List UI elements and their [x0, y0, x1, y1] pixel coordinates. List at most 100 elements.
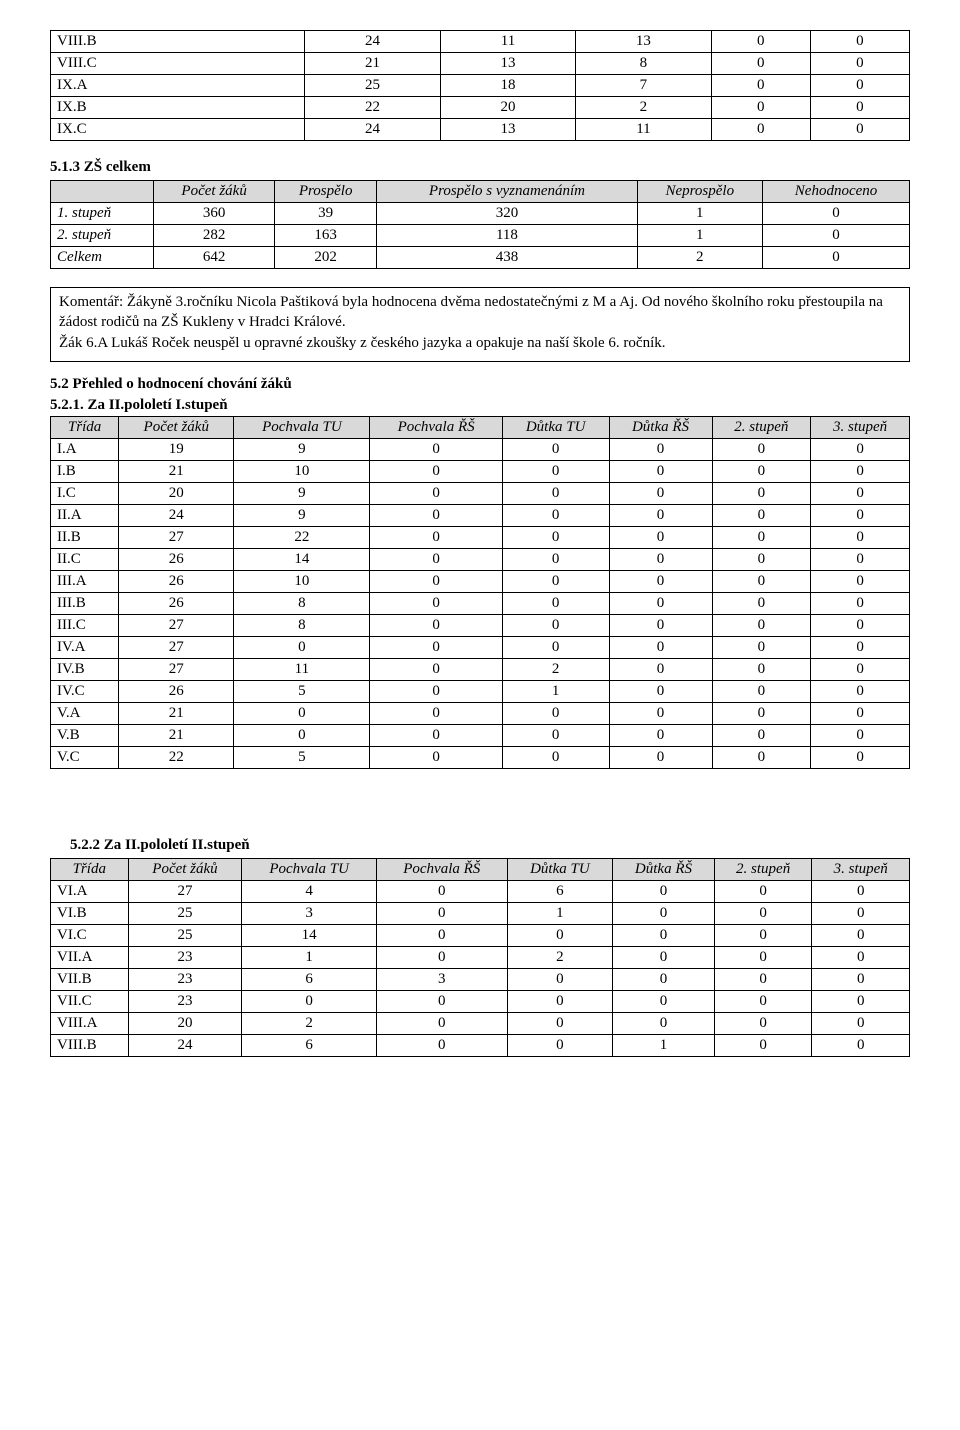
table-cell: 0 — [711, 53, 810, 75]
table-row: VIII.B24600100 — [51, 1034, 910, 1056]
table-cell: 0 — [811, 680, 910, 702]
table-cell: 0 — [609, 636, 712, 658]
table-5-2-2: TřídaPočet žákůPochvala TUPochvala ŘŠDůt… — [50, 858, 910, 1057]
table-header-cell: Pochvala ŘŠ — [370, 416, 502, 438]
table-cell: 2 — [576, 97, 711, 119]
table-cell: 0 — [502, 526, 609, 548]
table-cell: VI.C — [51, 924, 129, 946]
table-cell: 0 — [811, 482, 910, 504]
table-cell: 0 — [812, 990, 910, 1012]
table-cell: 0 — [502, 636, 609, 658]
table-row: IV.A27000000 — [51, 636, 910, 658]
table-cell: 0 — [714, 880, 812, 902]
table-cell: 23 — [128, 968, 242, 990]
table-5-2-1: TřídaPočet žákůPochvala TUPochvala ŘŠDůt… — [50, 416, 910, 769]
table-row: Celkem64220243820 — [51, 247, 910, 269]
table-cell: 0 — [376, 1034, 507, 1056]
table-cell: 0 — [712, 548, 811, 570]
table-cell: 0 — [609, 460, 712, 482]
commentary-box: Komentář: Žákyně 3.ročníku Nicola Paštik… — [50, 287, 910, 362]
table-cell: 1 — [637, 203, 763, 225]
table-cell: 0 — [507, 1012, 612, 1034]
table-cell: 202 — [274, 247, 376, 269]
table-cell: 0 — [711, 75, 810, 97]
table-cell: 21 — [119, 702, 234, 724]
commentary-line-1: Komentář: Žákyně 3.ročníku Nicola Paštik… — [59, 292, 901, 333]
table-row: VII.B23630000 — [51, 968, 910, 990]
table-cell: V.C — [51, 746, 119, 768]
table-header-cell: 3. stupeň — [811, 416, 910, 438]
table-cell: 642 — [154, 247, 275, 269]
table-cell: 1. stupeň — [51, 203, 154, 225]
table-cell: 6 — [242, 968, 376, 990]
table-cell: 0 — [609, 482, 712, 504]
table-cell: 0 — [613, 946, 715, 968]
table-row: II.A24900000 — [51, 504, 910, 526]
table-cell: 0 — [811, 702, 910, 724]
table-cell: 0 — [370, 724, 502, 746]
table-cell: 0 — [812, 946, 910, 968]
table-header-cell: Důtka ŘŠ — [609, 416, 712, 438]
table-cell: 0 — [613, 1012, 715, 1034]
table-cell: 14 — [234, 548, 370, 570]
table-cell: III.C — [51, 614, 119, 636]
table-cell: VIII.A — [51, 1012, 129, 1034]
table-cell: 0 — [502, 702, 609, 724]
table-cell: 13 — [440, 119, 575, 141]
table-cell: 1 — [613, 1034, 715, 1056]
table-row: 2. stupeň28216311810 — [51, 225, 910, 247]
table-cell: 24 — [305, 119, 440, 141]
table-cell: 0 — [810, 75, 909, 97]
table-cell: 0 — [811, 724, 910, 746]
table-cell: IV.A — [51, 636, 119, 658]
table-row: II.C261400000 — [51, 548, 910, 570]
table-cell: 1 — [637, 225, 763, 247]
table-cell: 0 — [502, 570, 609, 592]
table-cell: 0 — [811, 746, 910, 768]
table-cell: 0 — [502, 724, 609, 746]
table-cell: 0 — [811, 658, 910, 680]
table-cell: 0 — [609, 570, 712, 592]
table-row: VI.C251400000 — [51, 924, 910, 946]
table-row: IV.C26501000 — [51, 680, 910, 702]
table-cell: 1 — [502, 680, 609, 702]
table-cell: 0 — [613, 902, 715, 924]
table-row: I.C20900000 — [51, 482, 910, 504]
table-cell: 8 — [234, 614, 370, 636]
table-cell: VIII.B — [51, 31, 305, 53]
table-cell: 0 — [609, 680, 712, 702]
table-cell: 0 — [712, 482, 811, 504]
table-cell: 11 — [576, 119, 711, 141]
table-cell: I.C — [51, 482, 119, 504]
table-cell: 0 — [370, 746, 502, 768]
table-cell: 0 — [370, 526, 502, 548]
table-cell: 0 — [763, 225, 910, 247]
table-row: IV.B271102000 — [51, 658, 910, 680]
table-cell: 2. stupeň — [51, 225, 154, 247]
table-header-cell: 2. stupeň — [712, 416, 811, 438]
table-header-cell: Pochvala ŘŠ — [376, 858, 507, 880]
table-cell: 0 — [811, 504, 910, 526]
table-row: VIII.C2113800 — [51, 53, 910, 75]
table-cell: 0 — [502, 438, 609, 460]
table-header-cell: Nehodnoceno — [763, 181, 910, 203]
table-cell: 0 — [370, 636, 502, 658]
table-cell: 2 — [507, 946, 612, 968]
table-cell: VIII.C — [51, 53, 305, 75]
table-cell: 24 — [119, 504, 234, 526]
table-cell: 0 — [502, 614, 609, 636]
table-cell: 13 — [440, 53, 575, 75]
table-cell: III.A — [51, 570, 119, 592]
table-cell: 26 — [119, 548, 234, 570]
table-cell: 19 — [119, 438, 234, 460]
table-cell: 0 — [370, 680, 502, 702]
table-cell: 0 — [811, 526, 910, 548]
table-cell: 0 — [714, 946, 812, 968]
table-cell: 0 — [507, 924, 612, 946]
table-cell: 8 — [234, 592, 370, 614]
table-cell: 21 — [305, 53, 440, 75]
table-cell: 27 — [128, 880, 242, 902]
table-header-cell: Pochvala TU — [242, 858, 376, 880]
table-header-cell: Pochvala TU — [234, 416, 370, 438]
commentary-line-2: Žák 6.A Lukáš Roček neuspěl u opravné zk… — [59, 333, 901, 353]
